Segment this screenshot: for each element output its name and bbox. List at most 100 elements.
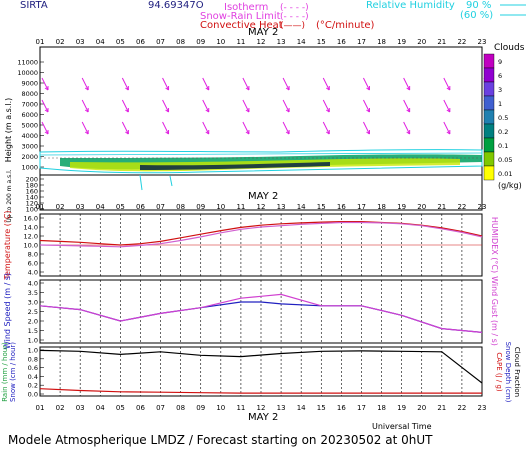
wind-arrow	[242, 99, 250, 113]
y-tick-label: 200	[26, 176, 38, 184]
wind-arrow	[121, 77, 129, 91]
cloud-panel-ylabel-low: Up to 200 m a.s.l.	[6, 169, 13, 222]
y-tick-label: 1.0	[28, 347, 38, 355]
wind-arrow-head	[84, 86, 89, 91]
cloud-level-label: 1	[498, 100, 502, 108]
cloud-level-swatch	[483, 151, 495, 167]
rain-ylabel: Rain (mm / hour)	[1, 342, 9, 402]
hour-tick-label: 22	[457, 203, 466, 211]
hour-tick-label: 04	[96, 404, 105, 412]
hour-tick-label: 08	[176, 203, 185, 211]
y-tick-label: 1000	[21, 164, 38, 172]
top-hour-axis: 01 02 03 04 05 06 07 08 09 10 11 12 13 14 15 16 17 18 19 20…	[36, 38, 487, 46]
wind-arrow	[242, 121, 250, 135]
y-tick-label: 12.0	[24, 233, 38, 241]
y-tick-label: 14.0	[24, 224, 38, 232]
hour-tick-label: 07	[156, 38, 165, 46]
rain-grid	[59, 347, 463, 396]
rain-ticks: 1.00.80.60.40.20.0	[28, 347, 44, 399]
wind-arrow	[202, 121, 210, 135]
hour-tick-label: 12	[257, 404, 266, 412]
hour-tick-label: 10	[216, 404, 225, 412]
hour-tick-label: 08	[176, 38, 185, 46]
hour-tick-label: 13	[277, 38, 286, 46]
wind-arrow-head	[44, 130, 49, 135]
wind-speed-ylabel: Wind Speed (m / s)	[3, 273, 12, 349]
hour-tick-label: 16	[337, 404, 346, 412]
humidex-ylabel: HUMIDEX (°C)	[490, 217, 499, 273]
snow-depth-ylabel: Snow Depth (cm)	[504, 342, 512, 403]
hour-tick-label: 11	[236, 203, 245, 211]
hour-tick-label: 12	[257, 38, 266, 46]
y-tick-label: 2000	[21, 153, 38, 161]
cloud-level-swatch	[483, 95, 495, 111]
wind-grid	[59, 280, 463, 343]
wind-arrow-head	[366, 130, 370, 135]
temperature-panel: 16.014.012.010.08.06.04.0 Temperature (°…	[3, 210, 499, 280]
station-name: SIRTA	[20, 0, 48, 11]
hour-tick-label: 17	[357, 203, 366, 211]
temperature-ylabel: Temperature (°C)	[3, 210, 12, 280]
y-tick-label: 8000	[21, 90, 38, 98]
hour-tick-label: 20	[417, 203, 426, 211]
y-tick-label: 4000	[21, 132, 38, 140]
wind-arrow-head	[205, 86, 210, 91]
hour-tick-label: 06	[136, 38, 145, 46]
wind-arrow-head	[125, 108, 129, 113]
y-tick-label: 5000	[21, 122, 38, 130]
y-tick-label: 11000	[17, 59, 38, 67]
y-tick-label: 160	[26, 188, 38, 196]
wind-arrow-head	[245, 108, 250, 113]
cloud-panel-frame	[39, 46, 483, 211]
hour-tick-label: 20	[417, 404, 426, 412]
cloud-level-swatch	[483, 123, 495, 139]
wind-arrow	[363, 99, 370, 113]
wind-arrow	[403, 77, 411, 91]
hour-tick-label: 01	[36, 404, 45, 412]
wind-arrow-head	[44, 86, 49, 91]
rain-lines	[39, 349, 483, 394]
wind-arrow	[242, 77, 250, 91]
wind-arrow	[322, 77, 330, 91]
legend-convective: Convective Heat	[200, 20, 283, 31]
hour-tick-label: 07	[156, 203, 165, 211]
rain-panel: 1.00.80.60.40.20.0 Rain (mm / hour) Snow…	[1, 342, 521, 403]
wind-arrow-head	[125, 86, 129, 91]
wind-arrow-head	[325, 130, 330, 135]
wind-arrow-head	[366, 108, 370, 113]
wind-arrow	[162, 77, 169, 91]
wind-arrow	[162, 99, 169, 113]
wind-arrow	[202, 77, 210, 91]
wind-arrow	[443, 77, 451, 91]
day-label-top: MAY 2	[248, 27, 278, 38]
series-line	[39, 388, 482, 394]
cloud-level-label: 0.1	[498, 142, 508, 150]
hour-tick-label: 06	[136, 404, 145, 412]
y-tick-label: 2.0	[28, 318, 38, 326]
y-tick-label: 4.0	[28, 269, 38, 277]
hour-tick-label: 09	[196, 38, 205, 46]
hour-tick-label: 09	[196, 404, 205, 412]
y-tick-label: 16.0	[24, 215, 38, 223]
hour-tick-label: 01	[36, 203, 45, 211]
wind-arrow	[282, 121, 290, 135]
cloud-level-swatch	[483, 53, 495, 69]
cloud-level-swatch	[483, 109, 495, 125]
hour-tick-label: 16	[337, 38, 346, 46]
hour-tick-label: 15	[317, 38, 326, 46]
wind-arrow	[121, 99, 129, 113]
wind-gust-ylabel: Wind Gust (m / s)	[490, 276, 499, 346]
hour-tick-label: 02	[56, 38, 65, 46]
hour-tick-label: 23	[478, 404, 487, 412]
hour-tick-label: 05	[116, 38, 125, 46]
day-label-bottom: MAY 2	[248, 412, 278, 423]
wind-arrow	[41, 121, 49, 135]
hour-tick-label: 23	[478, 203, 487, 211]
wind-arrow-head	[84, 108, 89, 113]
wind-arrow	[202, 99, 210, 113]
cloud-panel-ylabel: Height (m a.s.l.)	[4, 98, 13, 163]
hour-tick-label: 11	[236, 38, 245, 46]
wind-arrow-head	[245, 130, 250, 135]
y-tick-label: 10000	[17, 69, 38, 77]
cape-ylabel: CAPE (J / g)	[495, 352, 503, 392]
